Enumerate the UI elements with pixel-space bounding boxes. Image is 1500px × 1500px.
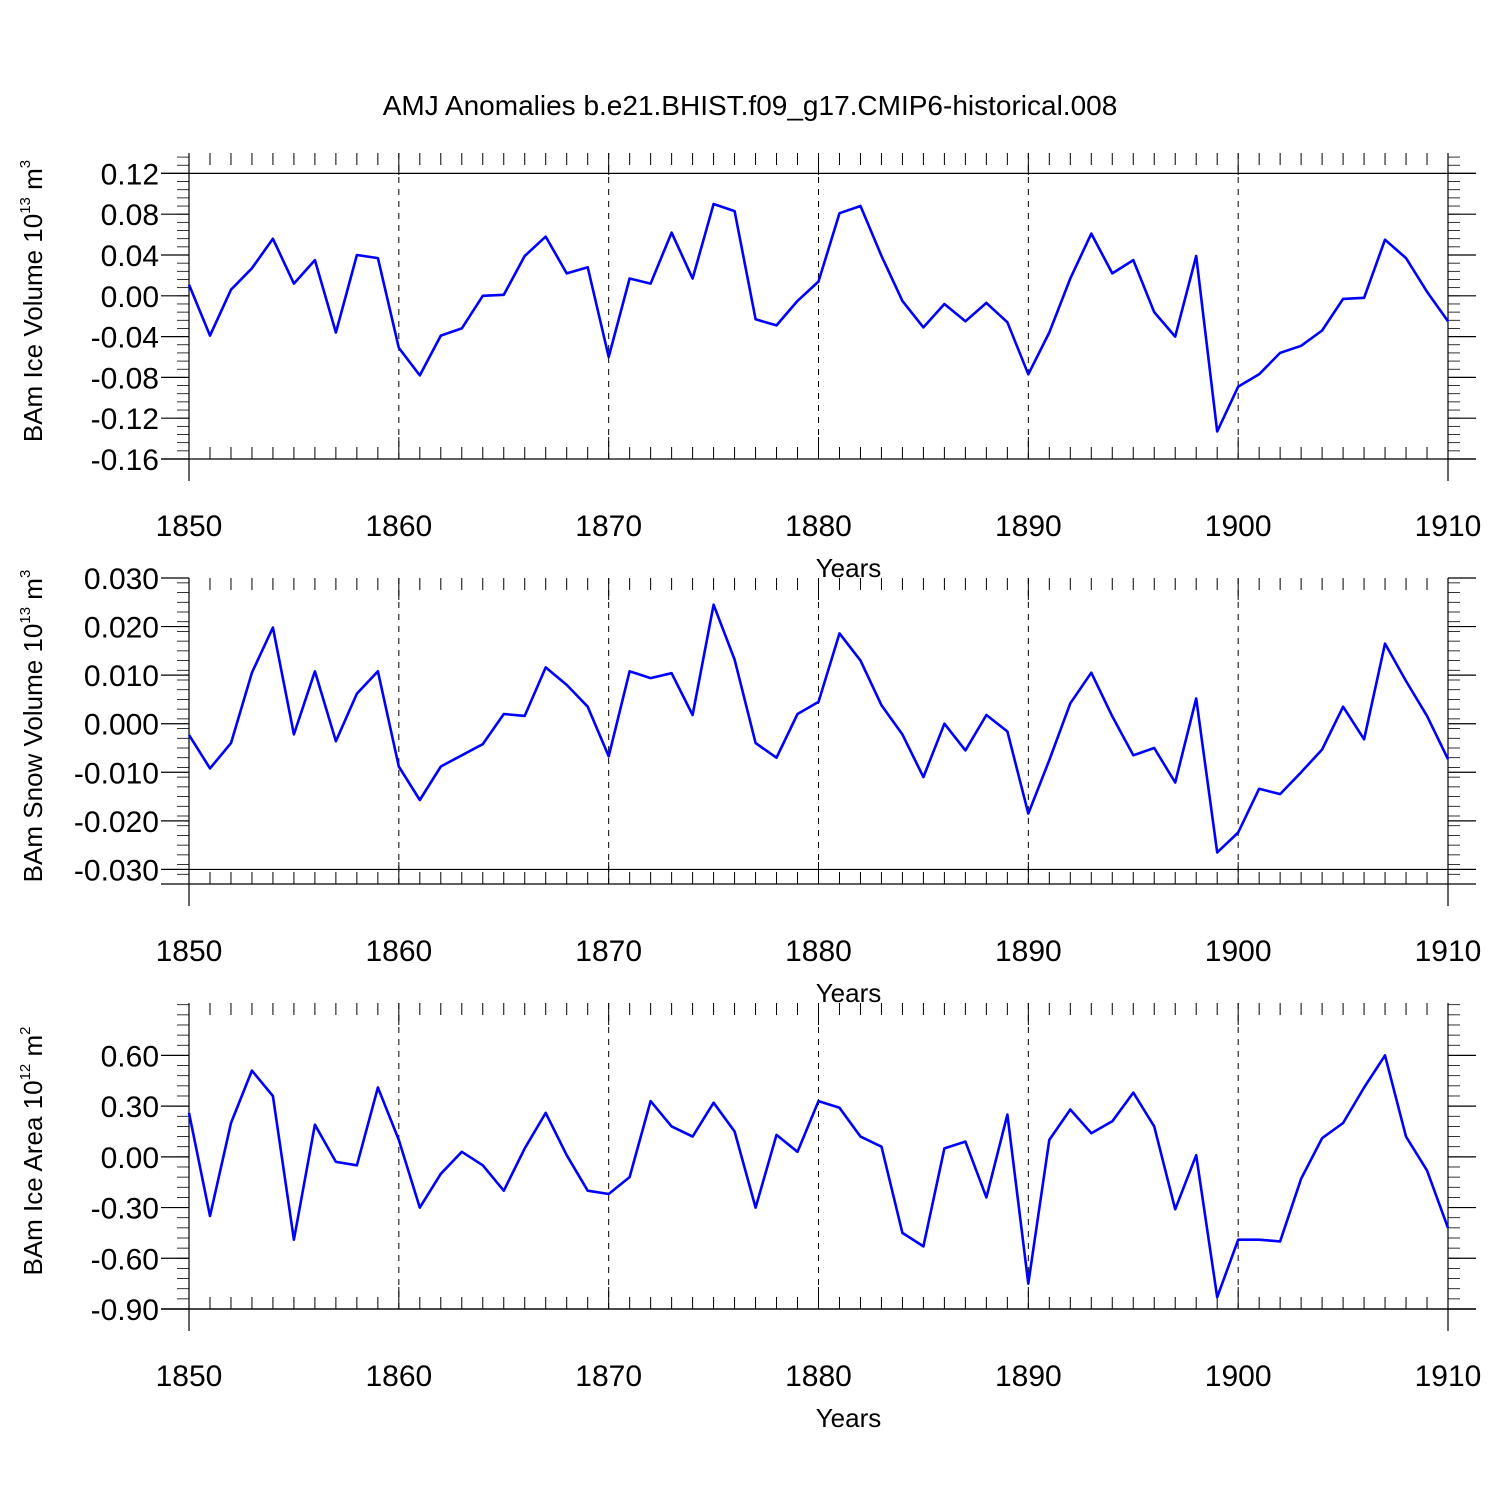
x-tick-label: 1880 — [785, 935, 852, 968]
x-axis-label: Years — [816, 1403, 882, 1433]
y-tick-label: 0.030 — [84, 563, 159, 596]
x-tick-label: 1880 — [785, 1360, 852, 1393]
y-tick-label: -0.08 — [91, 362, 159, 395]
x-tick-label: 1890 — [995, 510, 1062, 543]
y-tick-label: -0.90 — [91, 1294, 159, 1327]
x-tick-label: 1880 — [785, 510, 852, 543]
x-tick-label: 1890 — [995, 1360, 1062, 1393]
y-tick-label: 0.60 — [101, 1040, 159, 1073]
x-tick-label: 1850 — [156, 1360, 223, 1393]
y-tick-label: 0.000 — [84, 709, 159, 742]
x-tick-label: 1850 — [156, 510, 223, 543]
y-tick-label: -0.60 — [91, 1243, 159, 1276]
y-tick-label: 0.04 — [101, 240, 159, 273]
y-axis-label: BAm Ice Area 1012 m2 — [17, 1026, 48, 1275]
y-tick-label: 0.12 — [101, 158, 159, 191]
x-tick-label: 1870 — [575, 935, 642, 968]
x-tick-label: 1910 — [1415, 935, 1482, 968]
x-tick-label: 1900 — [1205, 510, 1272, 543]
y-axis-label: BAm Snow Volume 1013 m3 — [17, 570, 48, 883]
y-tick-label: -0.12 — [91, 403, 159, 436]
x-tick-label: 1900 — [1205, 1360, 1272, 1393]
chart-panel-2: -0.030 -0.020 -0.010 0.000 0.010 0.020 0.030 18… — [17, 563, 1481, 1008]
x-tick-label: 1900 — [1205, 935, 1272, 968]
y-tick-label: 0.00 — [101, 1142, 159, 1175]
x-tick-label: 1890 — [995, 935, 1062, 968]
chart-panel-1: -0.16 -0.12 -0.08 -0.04 0.00 0.04 0.08 0.12 1850… — [17, 153, 1481, 583]
y-tick-label: 0.00 — [101, 281, 159, 314]
x-tick-label: 1870 — [575, 1360, 642, 1393]
x-tick-label: 1860 — [365, 1360, 432, 1393]
panels: -0.16 -0.12 -0.08 -0.04 0.00 0.04 0.08 0.12 1850… — [17, 153, 1481, 1433]
x-tick-label: 1860 — [365, 510, 432, 543]
x-tick-label: 1850 — [156, 935, 223, 968]
x-axis-label: Years — [816, 553, 882, 583]
x-tick-label: 1860 — [365, 935, 432, 968]
y-tick-label: -0.020 — [74, 806, 159, 839]
y-tick-label: 0.08 — [101, 199, 159, 232]
y-tick-label: 0.020 — [84, 612, 159, 645]
x-axis-label: Years — [816, 978, 882, 1008]
y-tick-label: -0.04 — [91, 322, 159, 355]
y-tick-label: -0.030 — [74, 854, 159, 887]
chart-panel-3: -0.90 -0.60 -0.30 0.00 0.30 0.60 1850 1860 1870 1… — [17, 1003, 1481, 1433]
y-tick-label: 0.30 — [101, 1091, 159, 1124]
y-tick-label: -0.16 — [91, 444, 159, 477]
y-tick-label: 0.010 — [84, 660, 159, 693]
x-tick-label: 1910 — [1415, 1360, 1482, 1393]
y-axis-label: BAm Ice Volume 1013 m3 — [17, 160, 48, 442]
x-tick-label: 1910 — [1415, 510, 1482, 543]
figure-title: AMJ Anomalies b.e21.BHIST.f09_g17.CMIP6-… — [383, 90, 1118, 121]
y-tick-label: -0.30 — [91, 1193, 159, 1226]
x-tick-label: 1870 — [575, 510, 642, 543]
y-tick-label: -0.010 — [74, 757, 159, 790]
